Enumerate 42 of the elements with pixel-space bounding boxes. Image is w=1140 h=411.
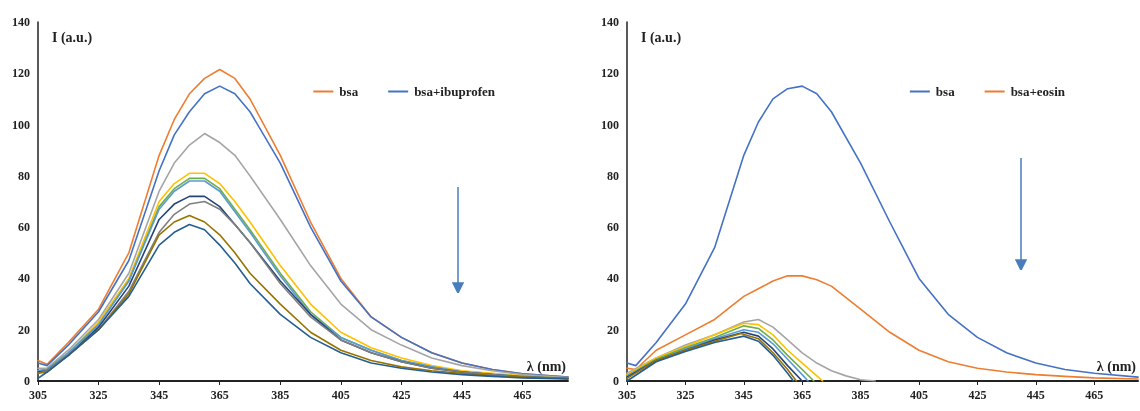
x-tick-label: 425 (968, 388, 987, 402)
legend-label: bsa+eosin (1010, 84, 1066, 99)
y-axis-title: I (a.u.) (641, 29, 682, 46)
x-tick-label: 305 (29, 388, 47, 402)
y-tick-label: 60 (607, 220, 619, 235)
y-tick-label: 40 (18, 271, 30, 286)
x-tick-label: 445 (453, 388, 471, 402)
x-axis-title: λ (nm) (1096, 358, 1137, 375)
y-tick-label: 80 (18, 168, 30, 183)
legend-label: bsa (935, 84, 956, 99)
y-tick-label: 120 (601, 66, 619, 81)
y-tick-label: 0 (24, 374, 30, 388)
y-axis-title: I (a.u.) (52, 29, 93, 46)
y-tick-label: 20 (607, 322, 619, 337)
y-tick-label: 140 (12, 15, 30, 29)
x-tick-label: 425 (392, 388, 411, 402)
x-tick-label: 365 (793, 388, 812, 402)
y-tick-label: 40 (607, 271, 619, 286)
x-tick-label: 465 (513, 388, 532, 402)
x-tick-label: 325 (676, 388, 695, 402)
x-tick-label: 345 (734, 388, 753, 402)
x-tick-label: 385 (851, 388, 870, 402)
x-tick-label: 405 (331, 388, 350, 402)
y-tick-label: 60 (18, 220, 30, 235)
x-tick-label: 365 (210, 388, 229, 402)
legend-label: bsa (339, 84, 359, 99)
y-tick-label: 0 (613, 374, 619, 388)
x-tick-label: 385 (271, 388, 290, 402)
y-tick-label: 100 (12, 117, 30, 132)
x-tick-label: 445 (1026, 388, 1045, 402)
x-tick-label: 465 (1085, 388, 1104, 402)
x-tick-label: 305 (618, 388, 636, 402)
x-axis-title: λ (nm) (526, 358, 567, 375)
y-tick-label: 100 (601, 117, 619, 132)
x-tick-label: 345 (150, 388, 169, 402)
x-tick-label: 405 (910, 388, 928, 402)
legend-label: bsa+ibuprofen (414, 84, 496, 99)
x-tick-label: 325 (89, 388, 108, 402)
y-tick-label: 140 (601, 15, 619, 29)
y-tick-label: 20 (18, 322, 30, 337)
y-tick-label: 120 (12, 66, 30, 81)
y-tick-label: 80 (607, 168, 619, 183)
